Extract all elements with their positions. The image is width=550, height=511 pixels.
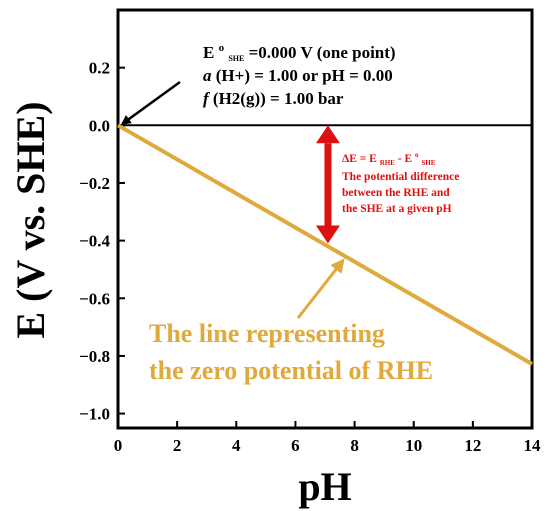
delta-annotation: ΔE = E RHE - E o SHE The potential diffe…: [342, 148, 459, 215]
delta-annotation-line-3: between the RHE and: [342, 187, 450, 199]
delta-annotation-line-1: ΔE = E RHE - E o SHE: [342, 148, 436, 168]
y-tick-label-2: −0.2: [79, 174, 110, 193]
y-tick-label-6: −1.0: [79, 405, 110, 424]
she-annotation-line-2: a (H+) = 1.00 or pH = 0.00: [203, 66, 393, 85]
x-axis-tick-labels: 0 2 4 6 8 10 12 14: [114, 436, 541, 455]
she-e-subscript: SHE: [228, 54, 244, 63]
y-tick-label-0: 0.2: [89, 59, 110, 78]
she-activity-text: (H+) = 1.00 or pH = 0.00: [216, 66, 393, 85]
delta-annotation-line-4: the SHE at a given pH: [342, 203, 452, 215]
x-tick-label-4: 8: [350, 436, 359, 455]
x-tick-label-6: 12: [464, 436, 481, 455]
axes-group: [116, 8, 534, 430]
she-activity-symbol: a: [203, 66, 212, 85]
x-tick-label-7: 14: [524, 436, 542, 455]
delta-annotation-line-2: The potential difference: [342, 171, 459, 183]
y-tick-label-5: −0.8: [79, 347, 110, 366]
y-tick-label-1: 0.0: [89, 116, 110, 135]
x-tick-label-3: 6: [291, 436, 300, 455]
rhe-annotation: The line representing the zero potential…: [149, 319, 433, 385]
y-axis-label: E (V vs. SHE): [8, 101, 53, 338]
she-annotation: E o SHE =0.000 V (one point) a (H+) = 1.…: [203, 36, 396, 108]
x-tick-label-2: 4: [232, 436, 241, 455]
delta-rhe-subscript: RHE: [380, 159, 396, 167]
she-fugacity-text: (H2(g)) = 1.00 bar: [213, 89, 344, 108]
delta-e-text: ΔE = E: [342, 153, 377, 165]
she-annotation-arrow: [120, 80, 181, 125]
delta-minus-text: - E: [398, 153, 413, 165]
she-e-symbol: E: [203, 43, 214, 62]
delta-she-superscript: o: [415, 151, 419, 159]
delta-arrow-head-down: [315, 225, 340, 244]
plot-frame: [116, 8, 534, 430]
x-axis-label: pH: [298, 464, 351, 509]
x-tick-label-0: 0: [114, 436, 123, 455]
x-axis-ticks: [117, 421, 533, 428]
y-tick-label-4: −0.6: [79, 289, 110, 308]
she-annotation-line-3: f (H2(g)) = 1.00 bar: [203, 89, 344, 108]
series-line-rhe: [117, 123, 533, 366]
delta-arrow-shaft: [324, 143, 332, 226]
delta-double-arrow: [315, 125, 340, 244]
she-e-superscript: o: [219, 42, 225, 54]
delta-she-subscript: SHE: [421, 159, 435, 167]
x-tick-label-1: 2: [173, 436, 182, 455]
x-tick-label-5: 10: [405, 436, 422, 455]
y-axis-tick-labels: 0.2 0.0 −0.2 −0.4 −0.6 −0.8 −1.0: [79, 59, 110, 424]
rhe-annotation-arrow: [296, 258, 345, 319]
rhe-annotation-line-2: the zero potential of RHE: [149, 356, 433, 385]
rhe-annotation-line-1: The line representing: [149, 319, 385, 348]
she-fugacity-symbol: f: [203, 89, 211, 108]
she-annotation-line-1: E o SHE =0.000 V (one point): [203, 36, 396, 65]
she-e-value: =0.000 V (one point): [249, 43, 396, 62]
y-tick-label-3: −0.4: [79, 232, 110, 251]
delta-arrow-head-up: [315, 125, 340, 144]
